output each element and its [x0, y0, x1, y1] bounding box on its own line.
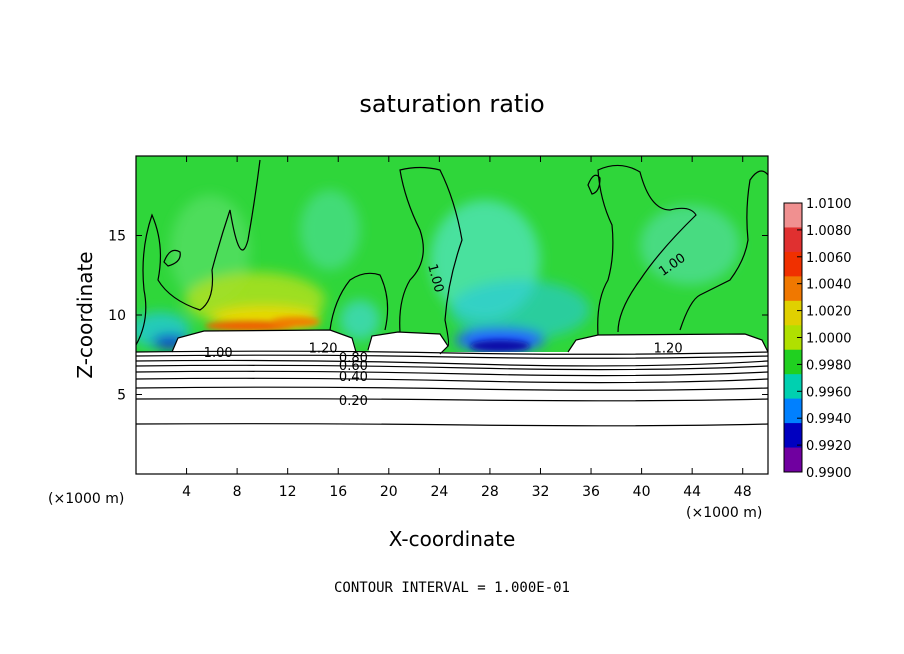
contour-line	[329, 272, 389, 331]
colorbar-label: 1.0080	[806, 224, 852, 239]
x-tick-label: 48	[734, 484, 752, 500]
x-unit-right: (×1000 m)	[686, 505, 762, 521]
cloud-region-left	[172, 330, 356, 352]
x-tick-label: 12	[279, 484, 297, 500]
contour-line	[597, 164, 697, 336]
cloud-region-mid	[368, 332, 448, 356]
contour-line	[171, 329, 357, 353]
x-tick-label: 28	[481, 484, 499, 500]
contour-line	[587, 174, 601, 195]
colorbar-swatch	[784, 300, 802, 326]
x-tick-label: 4	[182, 484, 191, 500]
x-tick-label: 40	[633, 484, 651, 500]
x-tick-label: 32	[532, 484, 550, 500]
x-axis: 4 8 12 16 20 24 28 32 36 40 44 48	[182, 156, 752, 500]
contour-line	[136, 159, 261, 346]
x-tick-label: 16	[329, 484, 347, 500]
plot-area: 1.00 1.200.800.600.400.201.00 1.001.20	[136, 156, 768, 474]
colorbar: 1.0100 1.0080 1.0060 1.0040 1.0020 1.0000 0.99…	[783, 197, 852, 481]
colorbar-label: 0.9940	[806, 412, 852, 427]
colorbar-label: 1.0100	[806, 197, 852, 212]
contour-line	[136, 370, 768, 377]
contour-line	[136, 377, 768, 384]
colorbar-label: 0.9960	[806, 385, 852, 400]
colorbar-label: 1.0020	[806, 305, 852, 320]
y-axis-label: Z-coordinate	[73, 251, 97, 378]
x-unit-left: (×1000 m)	[48, 491, 124, 507]
contour-interval-note: CONTOUR INTERVAL = 1.000E-01	[334, 580, 570, 596]
chart-title: saturation ratio	[359, 90, 544, 118]
contour-lines	[136, 159, 768, 427]
colorbar-label: 1.0000	[806, 332, 852, 347]
colorbar-swatch	[784, 251, 802, 277]
contour-label: 0.20	[339, 394, 368, 409]
colorbar-swatch	[784, 325, 802, 351]
colorbar-label: 0.9920	[806, 439, 852, 454]
contour-label: 1.20	[309, 341, 338, 356]
contour-line	[136, 359, 768, 367]
colorbar-label: 0.9900	[806, 466, 852, 481]
x-tick-label: 36	[582, 484, 600, 500]
contour-line	[679, 170, 768, 331]
colorbar-swatch	[784, 276, 802, 302]
contour-line	[163, 249, 181, 267]
field-hot-patches	[205, 317, 530, 352]
field-lower	[136, 352, 768, 474]
contour-label: 0.60	[339, 359, 368, 374]
colorbar-label: 0.9980	[806, 358, 852, 373]
colorbar-swatch	[784, 423, 802, 449]
contour-line	[136, 386, 768, 391]
contour-labels: 1.00 1.200.800.600.400.201.00 1.001.20	[204, 251, 689, 409]
x-tick-label: 20	[380, 484, 398, 500]
y-tick-label: 5	[117, 388, 126, 404]
y-tick-label: 15	[108, 229, 126, 245]
colorbar-swatch	[784, 398, 802, 424]
contour-label: 1.00	[424, 262, 446, 294]
colorbar-label: 1.0040	[806, 278, 852, 293]
contour-line	[136, 350, 768, 355]
contour-line	[136, 398, 768, 402]
colorbar-swatch	[784, 374, 802, 400]
contour-label: 0.80	[339, 351, 368, 366]
colorbar-label: 1.0060	[806, 251, 852, 266]
colorbar-swatch	[784, 203, 802, 228]
contour-label: 0.40	[339, 370, 368, 385]
colorbar-swatch	[784, 447, 802, 473]
x-tick-label: 8	[233, 484, 242, 500]
cloud-region-right	[568, 334, 768, 352]
x-tick-label: 44	[683, 484, 701, 500]
y-axis: 5 10 15	[108, 229, 768, 404]
x-axis-label: X-coordinate	[389, 527, 516, 551]
contour-line	[567, 333, 768, 353]
contour-label: 1.00	[204, 346, 233, 361]
contour-line	[136, 364, 768, 371]
contour-label: 1.20	[654, 341, 683, 356]
y-tick-label: 10	[108, 308, 126, 324]
x-tick-label: 24	[430, 484, 448, 500]
contour-line	[399, 166, 463, 347]
contour-line	[136, 423, 768, 427]
contour-line	[367, 331, 449, 355]
contour-line	[136, 354, 768, 359]
colorbar-swatch	[784, 349, 802, 375]
colorbar-swatch	[784, 227, 802, 253]
